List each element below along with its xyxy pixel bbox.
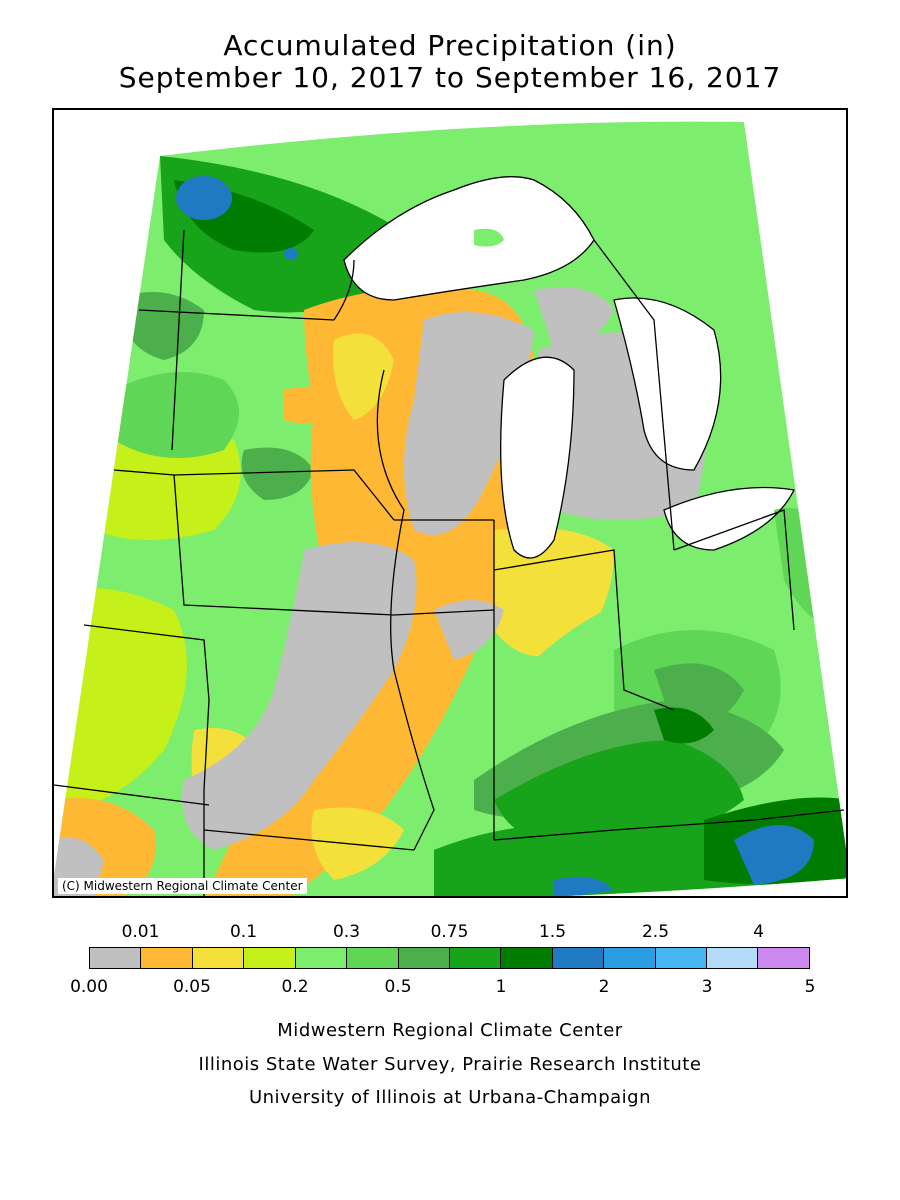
legend-tick-bottom: 0.00 [70, 977, 108, 997]
legend-tick-bottom: 0.2 [281, 977, 309, 997]
state-boundaries [54, 229, 845, 896]
legend-tick-bottom: 5 [804, 977, 816, 997]
legend-tick-bottom: 3 [701, 977, 713, 997]
precipitation-field [54, 121, 846, 896]
legend-swatch-10 [604, 948, 656, 968]
legend-tick-top: 4 [753, 922, 764, 942]
legend-swatch-0 [90, 948, 142, 968]
map-canvas [54, 110, 846, 896]
map-title-line-2: September 10, 2017 to September 16, 2017 [118, 61, 782, 94]
legend-swatch-9 [552, 948, 605, 968]
legend-tick-bottom: 2 [598, 977, 610, 997]
map-copyright: (C) Midwestern Regional Climate Center [58, 878, 307, 894]
legend-swatch-4 [295, 948, 348, 968]
credit-line-1: Midwestern Regional Climate Center [277, 1020, 623, 1041]
legend-swatch-7 [449, 948, 502, 968]
legend-swatch-12 [707, 948, 759, 968]
legend-tick-bottom: 0.5 [384, 977, 412, 997]
legend-swatch-13 [758, 948, 809, 968]
legend-tick-top: 0.1 [229, 922, 258, 942]
legend-tick-top: 0.01 [121, 922, 160, 942]
legend-tick-top: 2.5 [641, 922, 670, 942]
legend-tick-bottom: 0.05 [173, 977, 211, 997]
legend-swatch-1 [141, 948, 193, 968]
legend-tick-bottom: 1 [495, 977, 507, 997]
legend-swatch-8 [501, 948, 553, 968]
legend-tick-top: 1.5 [538, 922, 567, 942]
legend-swatch-3 [244, 948, 296, 968]
lake-outlines [343, 176, 795, 559]
credit-line-3: University of Illinois at Urbana-Champai… [248, 1087, 652, 1108]
legend-swatch-11 [655, 948, 708, 968]
legend-swatch-2 [192, 948, 245, 968]
legend-tick-top: 0.3 [332, 922, 361, 942]
credit-line-2: Illinois State Water Survey, Prairie Res… [198, 1054, 702, 1075]
legend-swatch-5 [347, 948, 399, 968]
precipitation-legend-bar [89, 947, 810, 969]
legend-swatch-6 [398, 948, 450, 968]
map-title-line-1: Accumulated Precipitation (in) [223, 29, 677, 62]
precipitation-map: (C) Midwestern Regional Climate Center [52, 108, 848, 898]
legend-tick-top: 0.75 [430, 922, 469, 942]
